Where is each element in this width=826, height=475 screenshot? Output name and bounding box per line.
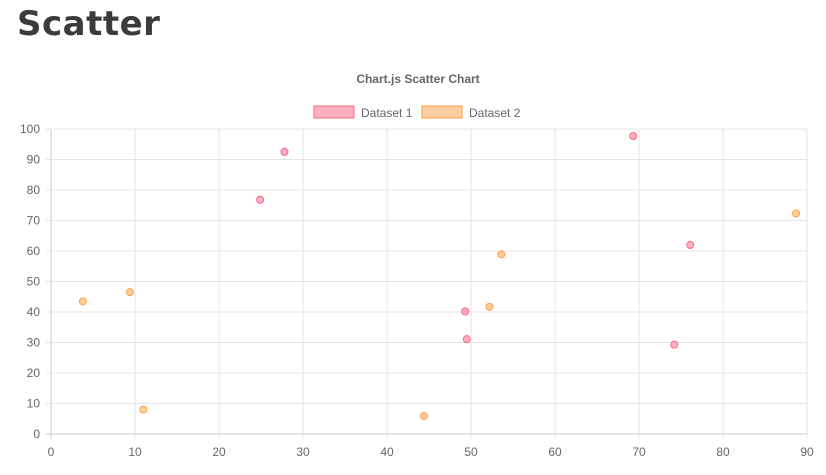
- data-point-series-1: [629, 132, 638, 141]
- data-point-series-2: [139, 405, 148, 414]
- y-tick-label: 10: [27, 397, 41, 411]
- x-tick-label: 0: [48, 445, 55, 459]
- legend-swatch: [421, 105, 463, 119]
- y-tick-label: 60: [27, 244, 41, 258]
- data-point-series-1: [461, 307, 470, 316]
- legend-label: Dataset 1: [361, 106, 413, 120]
- data-point-series-1: [670, 340, 679, 349]
- chart-points: [78, 132, 801, 421]
- data-point-series-2: [419, 412, 428, 421]
- data-point-series-2: [485, 302, 494, 311]
- legend-item[interactable]: Dataset 2: [421, 105, 521, 120]
- y-tick-label: 40: [27, 305, 41, 319]
- y-axis: 0 10 20 30 40 50 60 70 80 90 100: [20, 122, 40, 441]
- x-tick-label: 30: [296, 445, 310, 459]
- x-tick-label: 10: [128, 445, 142, 459]
- x-tick-label: 60: [548, 445, 562, 459]
- x-tick-label: 20: [212, 445, 226, 459]
- data-point-series-1: [686, 240, 695, 249]
- data-point-series-2: [497, 250, 506, 259]
- chart-grid: [46, 128, 808, 439]
- x-tick-label: 80: [716, 445, 730, 459]
- data-point-series-2: [125, 288, 134, 297]
- data-point-series-2: [792, 209, 801, 218]
- data-point-series-2: [78, 297, 87, 306]
- y-tick-label: 70: [27, 214, 41, 228]
- x-tick-label: 50: [464, 445, 478, 459]
- x-tick-label: 40: [380, 445, 394, 459]
- y-tick-label: 80: [27, 183, 41, 197]
- data-point-series-1: [462, 335, 471, 344]
- legend-label: Dataset 2: [469, 106, 521, 120]
- y-tick-label: 0: [33, 427, 40, 441]
- chart-legend: Dataset 1 Dataset 2: [313, 105, 521, 120]
- x-tick-label: 90: [800, 445, 814, 459]
- y-tick-label: 30: [27, 336, 41, 350]
- y-tick-label: 50: [27, 275, 41, 289]
- data-point-series-1: [280, 147, 289, 156]
- y-tick-label: 20: [27, 366, 41, 380]
- y-tick-label: 100: [20, 122, 40, 136]
- data-point-series-1: [256, 195, 265, 204]
- legend-item[interactable]: Dataset 1: [313, 105, 413, 120]
- page-title: Scatter: [17, 4, 161, 44]
- x-tick-label: 70: [632, 445, 646, 459]
- chart-title: Chart.js Scatter Chart: [356, 72, 479, 86]
- x-axis: 0 10 20 30 40 50 60 70 80 90: [48, 445, 814, 459]
- y-tick-label: 90: [27, 153, 41, 167]
- legend-swatch: [313, 105, 355, 119]
